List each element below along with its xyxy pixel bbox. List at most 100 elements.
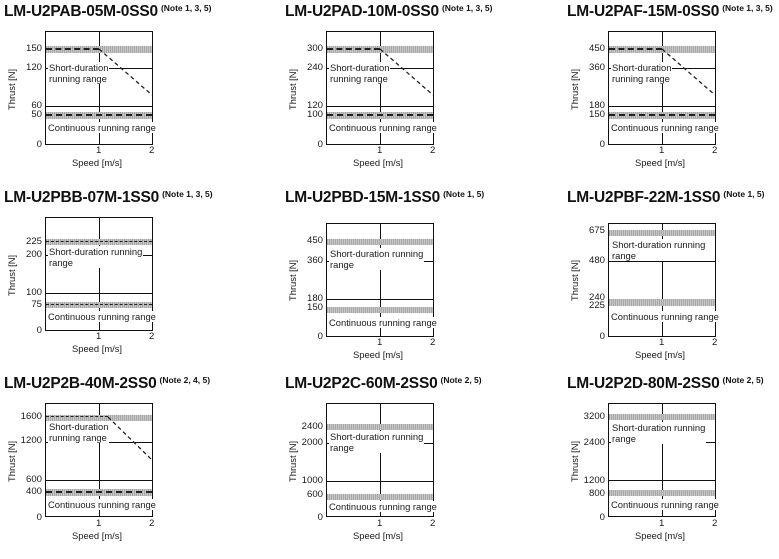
continuous-band <box>327 307 433 313</box>
note-ref: (Note 1, 3, 5) <box>441 3 493 13</box>
note-ref: (Note 2, 5) <box>722 375 764 385</box>
y-tick: 1200 <box>583 475 605 486</box>
gridline-x1 <box>380 224 381 336</box>
gridline-x1 <box>380 404 381 516</box>
label-line: Short-duration <box>330 62 390 73</box>
label-line: Short-duration running <box>330 431 424 442</box>
y-tick: 0 <box>36 325 42 336</box>
plot-area: Short-duration running range Continuous r… <box>45 31 157 145</box>
continuous-label: Continuous running range <box>47 311 157 322</box>
model-name: LM-U2P2D-80M-2SS0 <box>567 375 720 392</box>
gridline-x1 <box>99 404 100 516</box>
note-ref: (Note 1, 3, 5) <box>162 189 213 199</box>
y-tick: 450 <box>588 43 605 54</box>
short-duration-label: Short-duration running range <box>329 248 425 270</box>
y-tick: 150 <box>588 109 605 120</box>
plot-area: Short-duration running range Continuous r… <box>326 403 438 517</box>
note-ref: (Note 1, 3, 5) <box>722 3 773 13</box>
label-line: Short-duration running <box>49 246 143 257</box>
x-axis-label: Speed [m/s] <box>635 349 686 360</box>
x-tick: 1 <box>96 331 102 342</box>
gridline-y <box>327 481 433 482</box>
chart-title: LM-U2PAB-05M-0SS0 (Note 1, 3, 5) <box>4 3 211 21</box>
label-line: range <box>612 250 636 261</box>
y-tick: 0 <box>317 139 323 150</box>
y-tick: 1000 <box>301 475 323 486</box>
short-duration-band <box>46 239 152 245</box>
x-axis-label: Speed [m/s] <box>72 157 123 168</box>
continuous-thrust-line <box>46 491 152 493</box>
y-tick: 0 <box>599 331 605 342</box>
x-axis-label: Speed [m/s] <box>353 157 404 168</box>
plot-area: Short-duration running range Continuous r… <box>326 223 438 337</box>
x-tick: 2 <box>149 145 155 156</box>
y-tick: 180 <box>306 293 323 304</box>
model-name: LM-U2PAB-05M-0SS0 <box>4 3 158 20</box>
chart-title: LM-U2PAF-15M-0SS0 (Note 1, 3, 5) <box>567 3 773 21</box>
label-line: Short-duration <box>49 62 109 73</box>
note-ref: (Note 2, 5) <box>440 375 482 385</box>
thrust-falloff-line <box>98 48 153 96</box>
x-axis-label: Speed [m/s] <box>635 530 686 541</box>
gridline-y <box>46 293 152 294</box>
y-tick: 150 <box>25 43 42 54</box>
model-name: LM-U2PBF-22M-1SS0 <box>567 189 721 206</box>
y-tick: 360 <box>306 255 323 266</box>
continuous-thrust-line <box>327 114 433 116</box>
x-tick: 1 <box>377 518 383 529</box>
short-duration-band <box>609 230 715 236</box>
thrust-falloff-line <box>379 48 434 96</box>
y-tick: 75 <box>31 299 42 310</box>
model-name: LM-U2PAD-10M-0SS0 <box>285 3 439 20</box>
short-duration-label: Short-duration running range <box>611 62 673 84</box>
label-line: running range <box>612 73 670 84</box>
plot-area: Short-duration running range Continuous r… <box>45 403 157 517</box>
model-name: LM-U2PBB-07M-1SS0 <box>4 189 160 206</box>
y-tick: 450 <box>306 235 323 246</box>
plot-area: Short-duration running range Continuous r… <box>45 217 157 331</box>
gridline-x1 <box>380 32 381 144</box>
chart-panel-lm-u2pbb-07m: LM-U2PBB-07M-1SS0 (Note 1, 3, 5) Thrust [… <box>0 186 260 372</box>
short-duration-band <box>327 424 433 430</box>
label-line: running range <box>49 432 107 443</box>
short-duration-band <box>327 239 433 245</box>
plot-area: Short-duration running range Continuous r… <box>608 403 720 517</box>
chart-title: LM-U2PAD-10M-0SS0 (Note 1, 3, 5) <box>285 3 492 21</box>
x-tick: 1 <box>96 145 102 156</box>
label-line: running range <box>49 73 107 84</box>
gridline-y <box>609 106 715 107</box>
y-tick: 150 <box>306 302 323 313</box>
chart-panel-lm-u2paf-15m: LM-U2PAF-15M-0SS0 (Note 1, 3, 5) Thrust [… <box>563 0 779 186</box>
x-tick: 1 <box>659 337 665 348</box>
y-tick: 120 <box>306 100 323 111</box>
x-tick: 2 <box>149 331 155 342</box>
chart-panel-lm-u2pbf-22m: LM-U2PBF-22M-1SS0 (Note 1, 5) Thrust [N] … <box>563 186 779 372</box>
continuous-label: Continuous running range <box>328 317 438 328</box>
x-tick: 1 <box>659 518 665 529</box>
x-tick: 2 <box>430 145 436 156</box>
continuous-label: Continuous running range <box>610 499 720 510</box>
gridline-x1 <box>662 224 663 336</box>
y-tick: 0 <box>317 512 323 523</box>
chart-title: LM-U2P2D-80M-2SS0 (Note 2, 5) <box>567 375 764 393</box>
y-tick: 100 <box>306 109 323 120</box>
continuous-label: Continuous running range <box>610 311 720 322</box>
model-name: LM-U2P2C-60M-2SS0 <box>285 375 438 392</box>
x-axis-label: Speed [m/s] <box>353 349 404 360</box>
y-tick: 0 <box>599 512 605 523</box>
chart-title: LM-U2PBF-22M-1SS0 (Note 1, 5) <box>567 189 764 207</box>
x-axis-label: Speed [m/s] <box>72 530 123 541</box>
chart-panel-lm-u2pab-05m: LM-U2PAB-05M-0SS0 (Note 1, 3, 5) Thrust [… <box>0 0 260 186</box>
y-tick: 360 <box>588 62 605 73</box>
max-thrust-line <box>46 48 99 50</box>
x-axis-label: Speed [m/s] <box>72 343 123 354</box>
model-name: LM-U2P2B-40M-2SS0 <box>4 375 157 392</box>
max-thrust-line <box>327 48 380 50</box>
thrust-falloff-line <box>107 416 153 461</box>
note-ref: (Note 1, 5) <box>443 189 485 199</box>
continuous-band <box>327 494 433 500</box>
gridline-y <box>327 106 433 107</box>
label-line: range <box>49 257 73 268</box>
continuous-label: Continuous running range <box>47 499 157 510</box>
x-tick: 1 <box>377 145 383 156</box>
